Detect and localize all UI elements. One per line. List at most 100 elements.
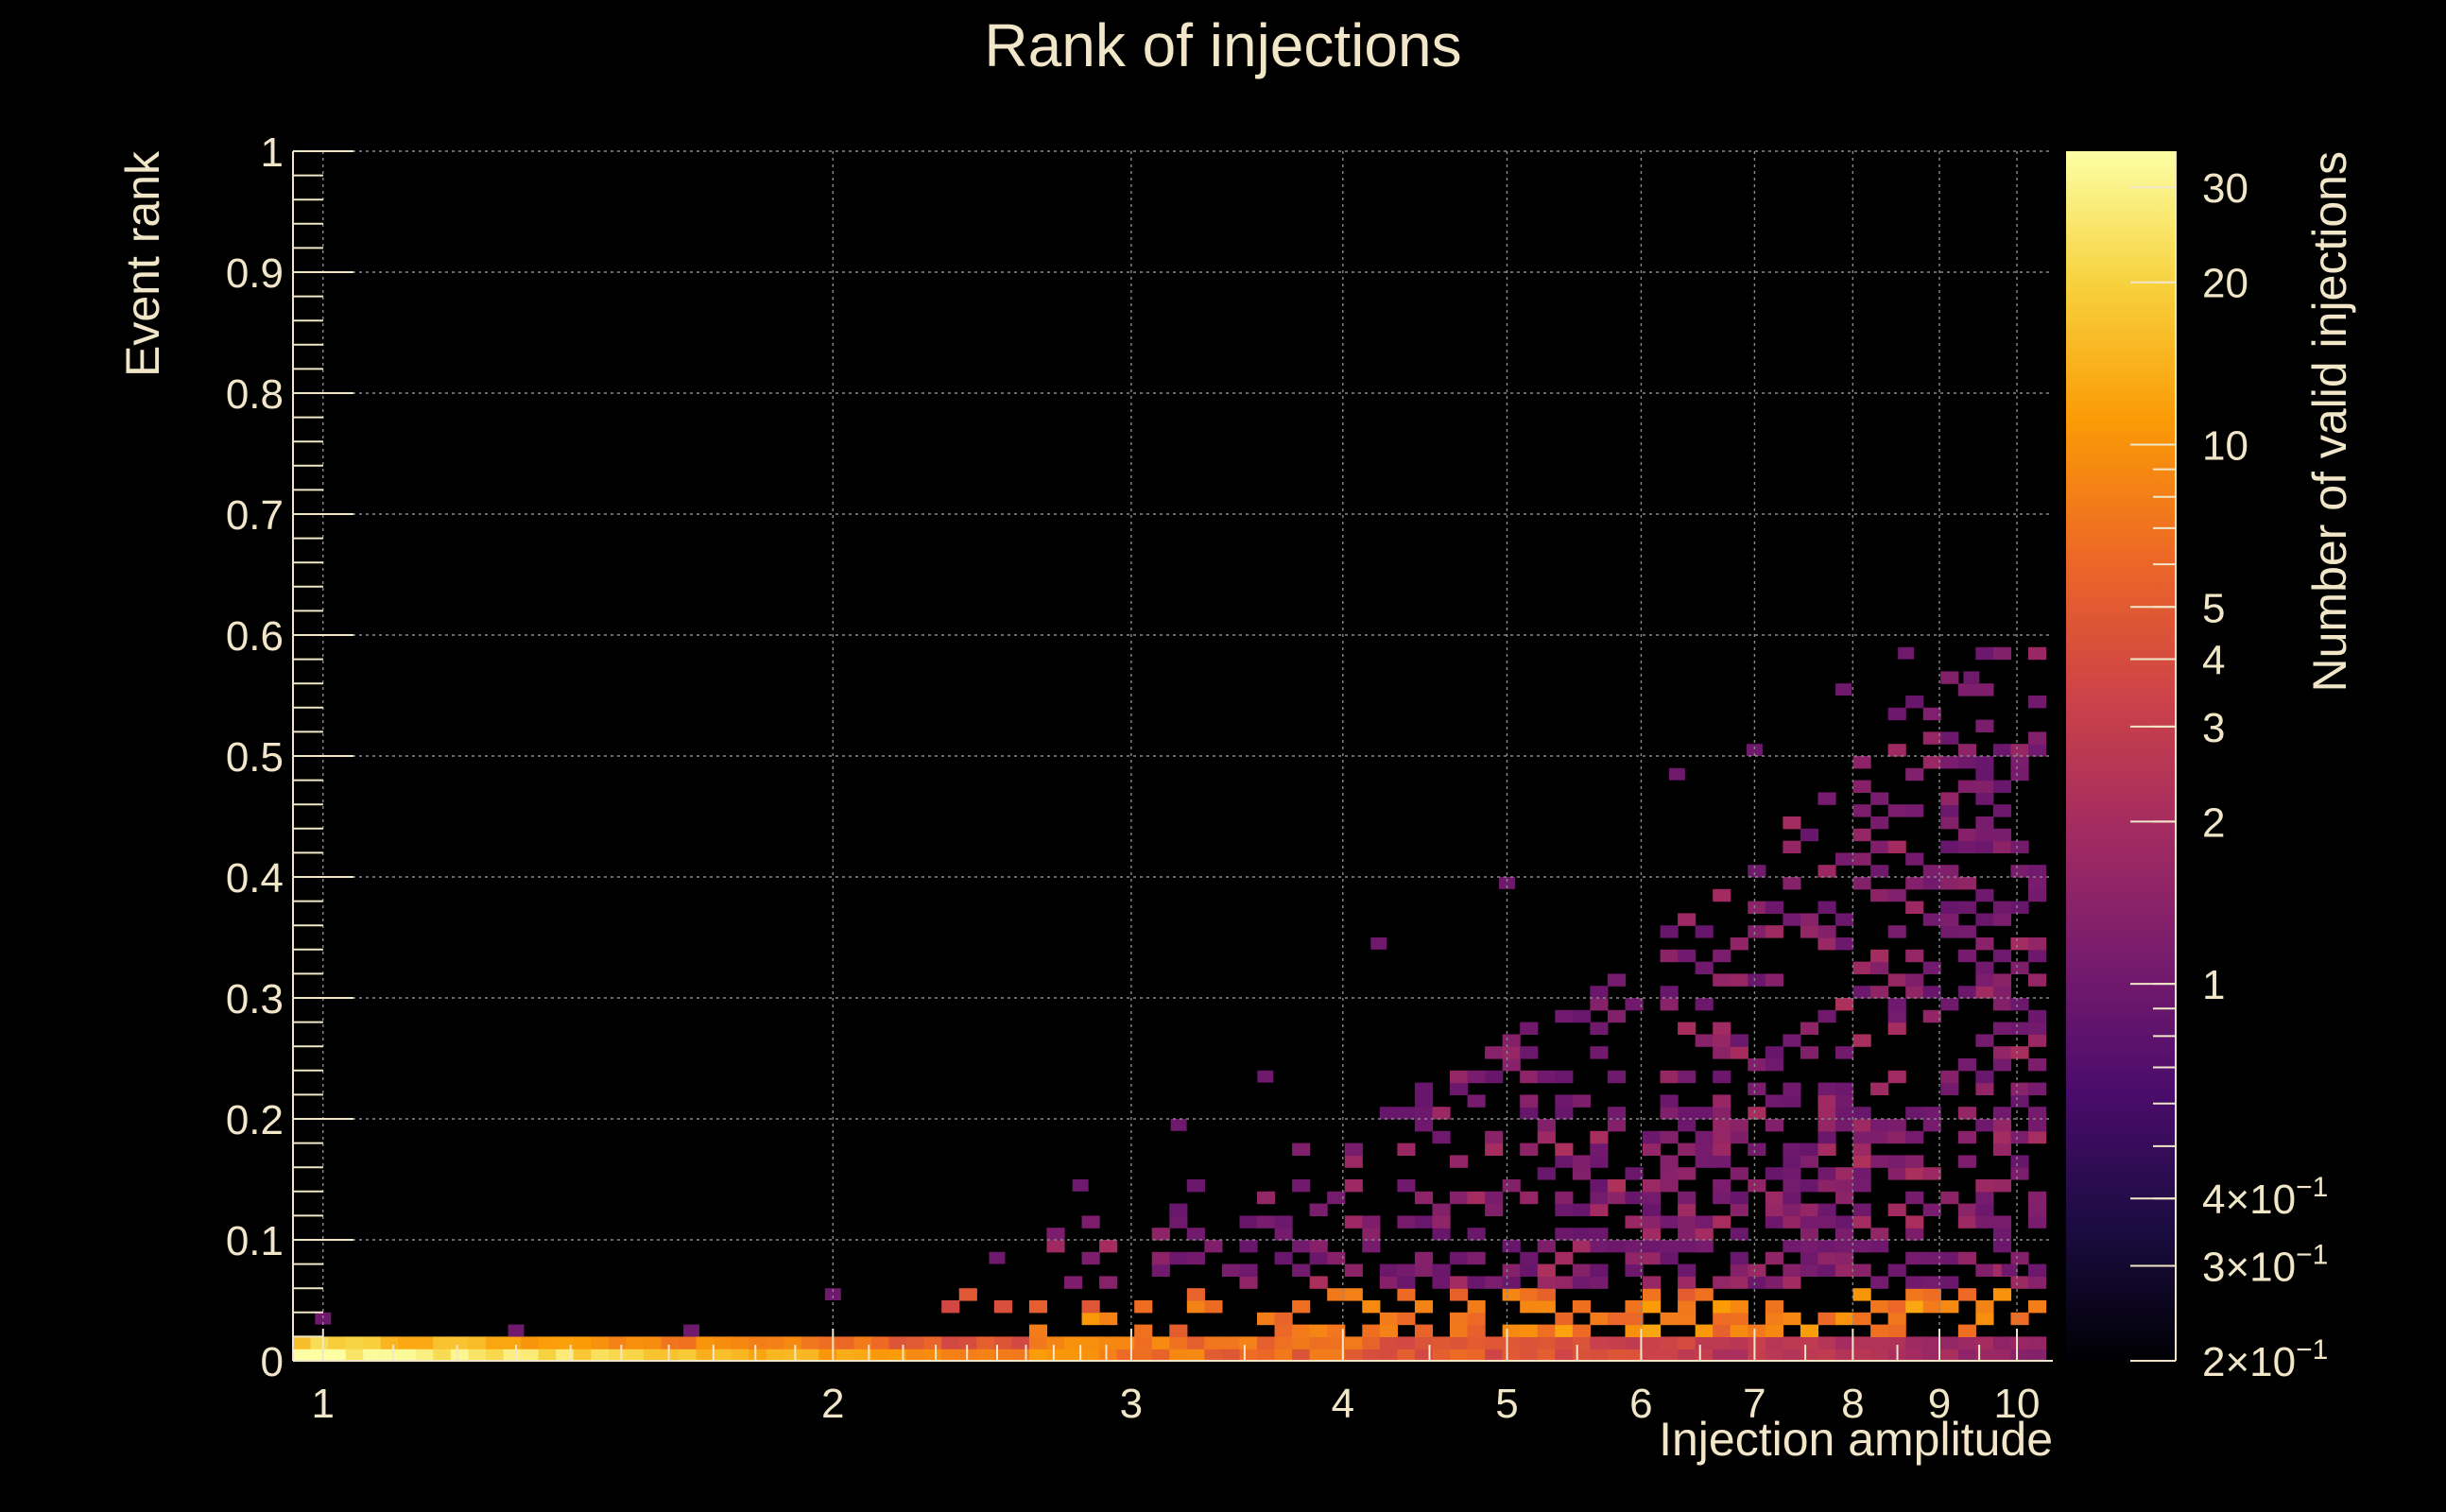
heatmap-cell: [1274, 1349, 1293, 1362]
x-tick-label: 6: [1629, 1381, 1652, 1427]
heatmap-cell: [2028, 1336, 2047, 1349]
heatmap-cell: [853, 1349, 872, 1362]
heatmap-cell: [1590, 1046, 1609, 1059]
heatmap-cell: [1590, 1203, 1609, 1216]
heatmap-cell: [1783, 1240, 1801, 1253]
colorbar-tick-label: 4: [2202, 638, 2225, 684]
heatmap-cell: [1221, 1263, 1241, 1277]
heatmap-cell: [1975, 961, 1994, 974]
heatmap-cell: [608, 1349, 627, 1362]
x-axis-label: Injection amplitude: [1659, 1413, 2053, 1466]
heatmap-cell: [1713, 1324, 1731, 1337]
heatmap-cell: [1572, 1300, 1591, 1314]
heatmap-cell: [2010, 937, 2029, 951]
heatmap-cell: [1116, 1349, 1135, 1362]
heatmap-cell: [310, 1336, 329, 1349]
colorbar: 30 20 10 5 4 3 2 1 4×10−1 3×10−1 2×10−1: [2066, 151, 2328, 1385]
heatmap-cell: [1940, 913, 1959, 926]
heatmap-cell: [1940, 756, 1959, 769]
heatmap-cell: [1607, 1191, 1627, 1205]
heatmap-cell: [1835, 1228, 1854, 1241]
heatmap-cell: [1817, 1215, 1836, 1228]
heatmap-cell: [1607, 1240, 1627, 1253]
heatmap-cell: [1485, 1349, 1504, 1362]
heatmap-cell: [1730, 1349, 1748, 1362]
heatmap-cell: [1450, 1082, 1469, 1095]
heatmap-cell: [1992, 1046, 2012, 1059]
heatmap-cell: [1800, 1336, 1819, 1349]
heatmap-cell: [1852, 1119, 1871, 1132]
heatmap-cell: [679, 1349, 698, 1362]
heatmap-cell: [1362, 1228, 1381, 1241]
heatmap-cell: [1537, 1300, 1556, 1314]
heatmap-cell: [433, 1336, 452, 1349]
heatmap-cell: [1748, 1276, 1766, 1289]
heatmap-cell: [1625, 1336, 1644, 1349]
heatmap-cell: [1730, 1119, 1748, 1132]
heatmap-cell: [2028, 1130, 2047, 1144]
heatmap-cell: [1852, 1288, 1871, 1301]
heatmap-cell: [1887, 1300, 1906, 1314]
heatmap-cell: [1678, 1349, 1697, 1362]
heatmap-cell: [1081, 1251, 1100, 1265]
heatmap-cell: [1870, 1336, 1889, 1349]
heatmap-cell: [1748, 1143, 1766, 1156]
heatmap-cell: [1643, 1288, 1662, 1301]
heatmap-cell: [293, 1336, 312, 1349]
heatmap-cell: [1028, 1336, 1048, 1349]
heatmap-cell: [1397, 1143, 1416, 1156]
heatmap-cell: [1730, 1203, 1748, 1216]
heatmap-cell: [1817, 1349, 1836, 1362]
heatmap-cell: [486, 1336, 505, 1349]
heatmap-cell: [1713, 1046, 1731, 1059]
heatmap-cell: [1713, 1022, 1731, 1035]
heatmap-cell: [1099, 1240, 1118, 1253]
colorbar-tick-label: 30: [2202, 165, 2248, 212]
heatmap-cell: [1292, 1240, 1311, 1253]
heatmap-cell: [1905, 1191, 1924, 1205]
heatmap-cell: [1590, 1336, 1609, 1349]
heatmap-cell: [573, 1336, 592, 1349]
heatmap-cell: [1730, 973, 1748, 987]
heatmap-cell: [1467, 1349, 1486, 1362]
heatmap-cell: [1678, 1288, 1697, 1301]
heatmap-cell: [1730, 1263, 1748, 1277]
heatmap-cell: [1432, 1276, 1451, 1289]
heatmap-cell: [1992, 646, 2012, 661]
x-tick-label: 1: [312, 1381, 335, 1427]
heatmap-cell: [1957, 1107, 1976, 1120]
heatmap-cell: [1817, 865, 1836, 878]
y-tick-label: 0.2: [226, 1097, 284, 1143]
heatmap-cell: [1870, 840, 1889, 853]
heatmap-cell: [1800, 1251, 1819, 1265]
heatmap-cell: [731, 1349, 749, 1362]
colorbar-tick-label: 1: [2202, 962, 2225, 1008]
heatmap-cell: [1292, 1336, 1311, 1349]
heatmap-cell: [1940, 1300, 1959, 1314]
heatmap-cell: [1537, 1349, 1556, 1362]
heatmap-cell: [1660, 1130, 1679, 1144]
heatmap-cell: [1713, 1143, 1731, 1156]
heatmap-cell: [1975, 973, 1994, 987]
heatmap-cell: [1379, 1324, 1398, 1337]
heatmap-cell: [1537, 1070, 1556, 1084]
heatmap-cell: [521, 1336, 540, 1349]
heatmap-cell: [1432, 1107, 1451, 1120]
heatmap-cell: [1467, 1336, 1486, 1349]
heatmap-cell: [2028, 1300, 2047, 1314]
heatmap-cell: [1817, 1179, 1836, 1193]
heatmap-cell: [1151, 1263, 1170, 1277]
heatmap-cell: [1922, 913, 1941, 926]
heatmap-cell: [1765, 1215, 1783, 1228]
heatmap-cell: [2010, 865, 2029, 878]
heatmap-cell: [1852, 1155, 1871, 1168]
heatmap-cell: [1555, 1094, 1574, 1108]
heatmap-cell: [1309, 1240, 1328, 1253]
heatmap-cell: [1940, 1251, 1959, 1265]
heatmap-cell: [1922, 1203, 1941, 1216]
heatmap-cell: [1940, 1349, 1959, 1362]
heatmap-cell: [1450, 1336, 1469, 1349]
heatmap-cell: [1099, 1312, 1118, 1326]
heatmap-cell: [1309, 1276, 1328, 1289]
heatmap-cell: [1730, 1046, 1748, 1059]
